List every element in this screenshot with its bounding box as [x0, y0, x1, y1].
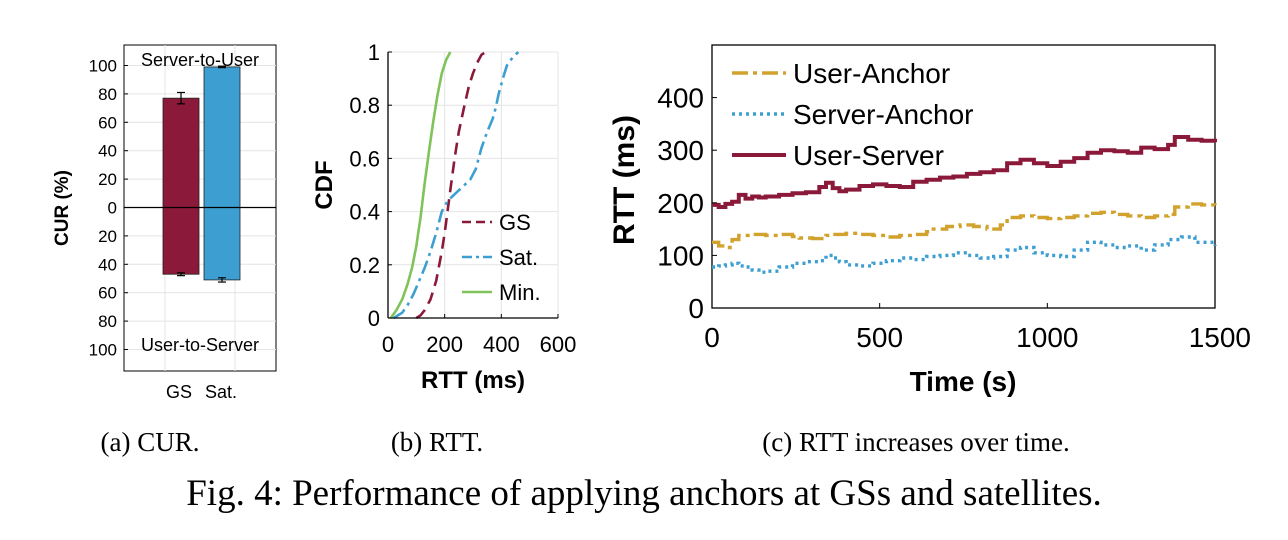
panel-b-xlabel: RTT (ms) — [421, 367, 525, 394]
panel-a-ytick-label: 20 — [98, 170, 117, 189]
panel-a-bar-sat-server-to-user — [203, 66, 241, 208]
panel-c-caption: (c) RTT increases over time. — [762, 427, 1070, 457]
panel-b-caption: (b) RTT. — [391, 427, 483, 457]
panel-b-ytick-label: 0.6 — [349, 146, 380, 171]
panel-b-ylabel: CDF — [311, 160, 338, 209]
panel-a-cur-bar-chart: 100 80 60 40 20 0 20 40 60 80 100 GS Sat. Server-to… — [52, 44, 277, 457]
panel-a-xtick-label: Sat. — [205, 382, 237, 402]
panel-a-bars — [162, 65, 241, 283]
panel-b-cdf-lines — [389, 50, 520, 320]
panel-a-xtick-label: GS — [166, 382, 192, 402]
panel-a-ytick-label: 100 — [89, 341, 117, 360]
panel-b-line-sat — [393, 51, 520, 320]
panel-b-line-min — [389, 51, 452, 319]
panel-b-ytick-label: 0.4 — [349, 200, 380, 225]
panel-a-caption: (a) CUR. — [101, 427, 200, 457]
panel-a-annotation-server-to-user: Server-to-User — [141, 50, 259, 70]
panel-c-legend-label: User-Server — [793, 140, 944, 171]
panel-c-rtt-over-time: 0 100 200 300 400 0 500 1000 1500 User-Anchor Se… — [608, 44, 1251, 457]
panel-a-ytick-label: 60 — [98, 284, 117, 303]
panel-c-xtick-label: 1000 — [1016, 322, 1078, 353]
panel-b-rtt-cdf: 0 0.2 0.4 0.6 0.8 1 0 200 400 600 GS Sat. Min. CDF… — [311, 40, 576, 457]
panel-c-ytick-label: 300 — [657, 135, 704, 166]
panel-c-legend: User-Anchor Server-Anchor User-Server — [732, 58, 974, 171]
panel-a-ytick-label: 0 — [108, 199, 117, 218]
panel-c-xtick-label: 0 — [704, 322, 720, 353]
panel-c-xtick-labels: 0 500 1000 1500 — [704, 303, 1251, 353]
panel-a-ytick-label: 100 — [89, 57, 117, 76]
panel-b-legend-label: Min. — [499, 280, 541, 305]
panel-c-line-user-server — [712, 135, 1217, 209]
panel-a-bar-sat-user-to-server — [203, 207, 241, 281]
panel-c-ylabel: RTT (ms) — [608, 115, 641, 245]
panel-b-xtick-label: 400 — [483, 332, 520, 357]
panel-b-legend-label: GS — [499, 210, 531, 235]
panel-c-line-user-anchor — [712, 202, 1217, 250]
panel-b-legend-label: Sat. — [499, 245, 538, 270]
panel-b-xtick-label: 0 — [382, 332, 394, 357]
panel-a-bar-gs-server-to-user — [162, 97, 200, 208]
panel-b-ytick-labels: 0 0.2 0.4 0.6 0.8 1 — [349, 40, 392, 331]
panel-a-ytick-labels: 100 80 60 40 20 0 20 40 60 80 100 — [89, 57, 128, 360]
panel-b-ytick-label: 1 — [368, 40, 380, 65]
panel-b-gridlines — [387, 51, 559, 319]
panel-b-xtick-label: 200 — [426, 332, 463, 357]
panel-a-ytick-label: 80 — [98, 85, 117, 104]
panel-b-xtick-labels: 0 200 400 600 — [382, 314, 576, 357]
panel-b-ytick-label: 0.2 — [349, 253, 380, 278]
panel-a-ytick-label: 60 — [98, 113, 117, 132]
panel-b-legend: GS Sat. Min. — [462, 210, 541, 305]
panel-a-bar-gs-user-to-server — [162, 207, 200, 275]
panel-a-ytick-label: 20 — [98, 227, 117, 246]
panel-a-ytick-label: 40 — [98, 142, 117, 161]
panel-a-xtick-labels: GS Sat. — [166, 382, 237, 402]
panel-c-line-server-anchor — [712, 235, 1217, 274]
panel-c-plot-area — [711, 44, 1216, 309]
panel-c-ytick-labels: 0 100 200 300 400 — [657, 83, 717, 324]
panel-c-xtick-label: 500 — [856, 322, 903, 353]
panel-a-ytick-label: 80 — [98, 312, 117, 331]
figure-caption: Fig. 4: Performance of applying anchors … — [186, 473, 1102, 514]
panel-a-ytick-label: 40 — [98, 255, 117, 274]
panel-c-ytick-label: 100 — [657, 240, 704, 271]
panel-b-ytick-label: 0.8 — [349, 93, 380, 118]
panel-c-legend-label: User-Anchor — [793, 58, 950, 89]
panel-c-xlabel: Time (s) — [910, 366, 1017, 397]
panel-a-ylabel: CUR (%) — [52, 170, 73, 246]
panel-b-xtick-label: 600 — [540, 332, 577, 357]
panel-b-line-gs — [415, 50, 487, 320]
panel-a-annotation-user-to-server: User-to-Server — [141, 335, 259, 355]
panel-c-rtt-lines — [712, 135, 1217, 274]
panel-b-ytick-label: 0 — [368, 306, 380, 331]
panel-c-ytick-label: 200 — [657, 188, 704, 219]
panel-c-xtick-label: 1500 — [1189, 322, 1251, 353]
panel-c-ytick-label: 0 — [688, 293, 704, 324]
panel-c-ytick-label: 400 — [657, 83, 704, 114]
panel-c-legend-label: Server-Anchor — [793, 99, 974, 130]
